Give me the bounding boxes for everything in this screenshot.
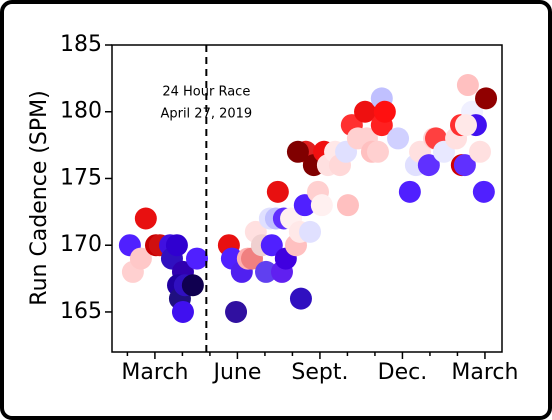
point	[286, 140, 309, 163]
point	[454, 114, 477, 137]
annotation: 24 Hour Race	[162, 85, 250, 100]
point	[472, 180, 495, 203]
point	[260, 234, 283, 257]
y-tick-label: 180	[60, 99, 102, 124]
point	[266, 180, 289, 203]
x-tick-label: June	[211, 360, 261, 385]
point	[165, 234, 188, 257]
point	[134, 207, 157, 230]
point	[354, 100, 377, 123]
point	[299, 220, 322, 243]
point	[129, 247, 152, 270]
point	[417, 154, 440, 177]
y-axis-label: Run Cadence (SPM)	[27, 90, 52, 305]
x-tick-label: Dec.	[378, 360, 428, 385]
point	[398, 180, 421, 203]
point	[181, 274, 204, 297]
y-tick-label: 165	[60, 299, 102, 324]
annotation: April 27, 2019	[160, 107, 252, 122]
x-tick-label: Sept.	[291, 360, 348, 385]
y-tick-label: 170	[60, 232, 102, 257]
y-tick-label: 185	[60, 32, 102, 57]
y-tick-label: 175	[60, 165, 102, 190]
point	[453, 154, 476, 177]
x-tick-label: March	[121, 360, 188, 385]
point	[225, 300, 248, 323]
point	[289, 287, 312, 310]
point	[255, 260, 278, 283]
point	[456, 74, 479, 97]
point	[475, 87, 498, 110]
x-tick-label: March	[451, 360, 518, 385]
plot-border	[111, 44, 503, 353]
point	[366, 140, 389, 163]
point	[373, 100, 396, 123]
point	[171, 300, 194, 323]
point	[185, 247, 208, 270]
point	[387, 127, 410, 150]
point	[310, 194, 333, 217]
point	[468, 140, 491, 163]
point	[336, 194, 359, 217]
